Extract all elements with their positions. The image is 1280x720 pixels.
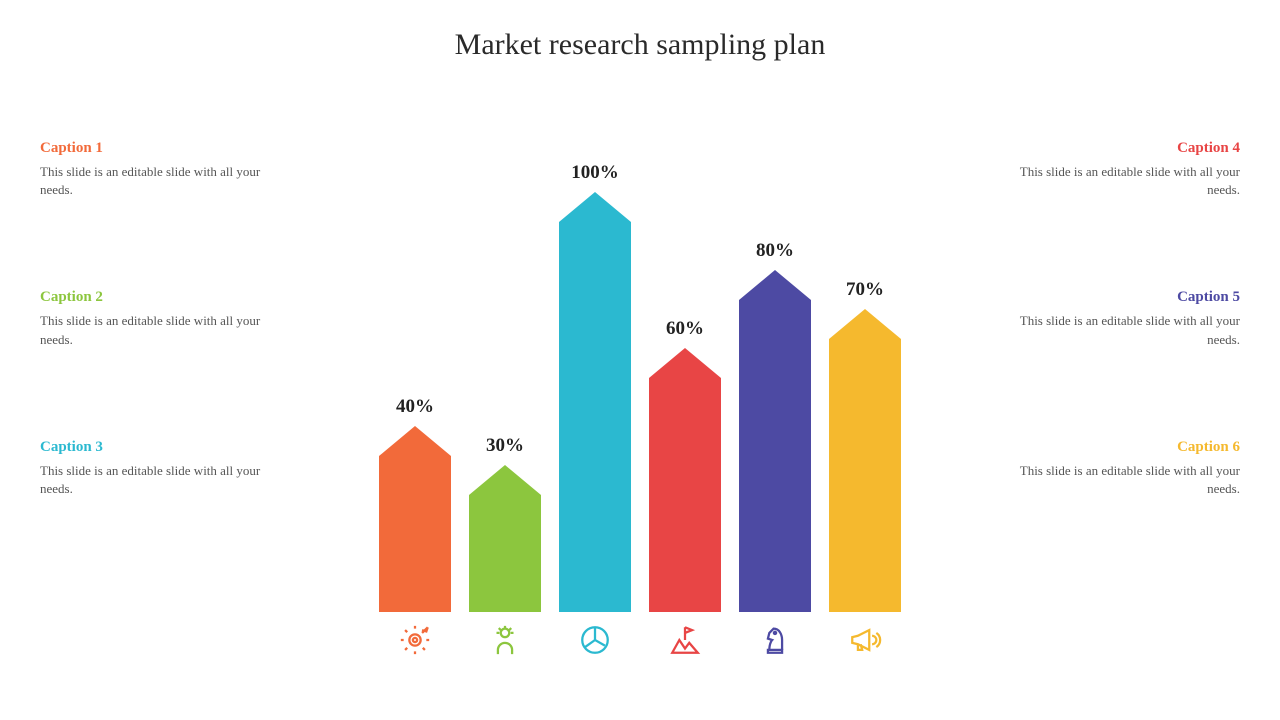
caption-desc: This slide is an editable slide with all… (40, 163, 290, 199)
caption-block-4: Caption 4 This slide is an editable slid… (990, 140, 1240, 199)
caption-title: Caption 1 (40, 140, 290, 157)
icons-row (360, 620, 920, 660)
arrow-bar-chart: 40% 30% 100% 60% 80% 70% (360, 160, 920, 660)
arrow-head (739, 270, 811, 300)
arrow-body (379, 456, 451, 612)
arrow-body (649, 378, 721, 612)
captions-right: Caption 4 This slide is an editable slid… (990, 140, 1240, 588)
caption-block-1: Caption 1 This slide is an editable slid… (40, 140, 290, 199)
bar-value-label: 100% (571, 162, 619, 184)
arrow-head (829, 309, 901, 339)
arrow-head (379, 426, 451, 456)
bar-5: 80% (739, 240, 811, 612)
bar-6: 70% (829, 279, 901, 612)
caption-desc: This slide is an editable slide with all… (990, 163, 1240, 199)
caption-desc: This slide is an editable slide with all… (40, 462, 290, 498)
bar-value-label: 60% (666, 318, 704, 340)
arrow-bar (379, 426, 451, 612)
arrow-head (559, 192, 631, 222)
arrow-body (469, 495, 541, 612)
arrow-head (469, 465, 541, 495)
caption-title: Caption 2 (40, 289, 290, 306)
flag-mountain-icon (649, 620, 721, 660)
caption-title: Caption 6 (990, 439, 1240, 456)
caption-desc: This slide is an editable slide with all… (990, 462, 1240, 498)
caption-block-2: Caption 2 This slide is an editable slid… (40, 289, 290, 348)
bar-1: 40% (379, 396, 451, 612)
caption-desc: This slide is an editable slide with all… (990, 312, 1240, 348)
arrow-body (559, 222, 631, 612)
page-title: Market research sampling plan (0, 0, 1280, 62)
caption-block-6: Caption 6 This slide is an editable slid… (990, 439, 1240, 498)
bar-value-label: 30% (486, 435, 524, 457)
caption-title: Caption 3 (40, 439, 290, 456)
bar-3: 100% (559, 162, 631, 612)
bar-value-label: 70% (846, 279, 884, 301)
arrow-bar (649, 348, 721, 612)
caption-title: Caption 5 (990, 289, 1240, 306)
bar-2: 30% (469, 435, 541, 612)
bar-value-label: 80% (756, 240, 794, 262)
arrow-head (649, 348, 721, 378)
gear-target-icon (379, 620, 451, 660)
arrow-body (829, 339, 901, 612)
bar-value-label: 40% (396, 396, 434, 418)
arrow-body (739, 300, 811, 612)
captions-left: Caption 1 This slide is an editable slid… (40, 140, 290, 588)
pie-chart-icon (559, 620, 631, 660)
arrow-bar (469, 465, 541, 612)
caption-block-3: Caption 3 This slide is an editable slid… (40, 439, 290, 498)
bars-container: 40% 30% 100% 60% 80% 70% (360, 160, 920, 612)
chess-knight-icon (739, 620, 811, 660)
caption-title: Caption 4 (990, 140, 1240, 157)
bar-4: 60% (649, 318, 721, 612)
caption-desc: This slide is an editable slide with all… (40, 312, 290, 348)
arrow-bar (739, 270, 811, 612)
arrow-bar (829, 309, 901, 612)
idea-person-icon (469, 620, 541, 660)
caption-block-5: Caption 5 This slide is an editable slid… (990, 289, 1240, 348)
megaphone-icon (829, 620, 901, 660)
arrow-bar (559, 192, 631, 612)
